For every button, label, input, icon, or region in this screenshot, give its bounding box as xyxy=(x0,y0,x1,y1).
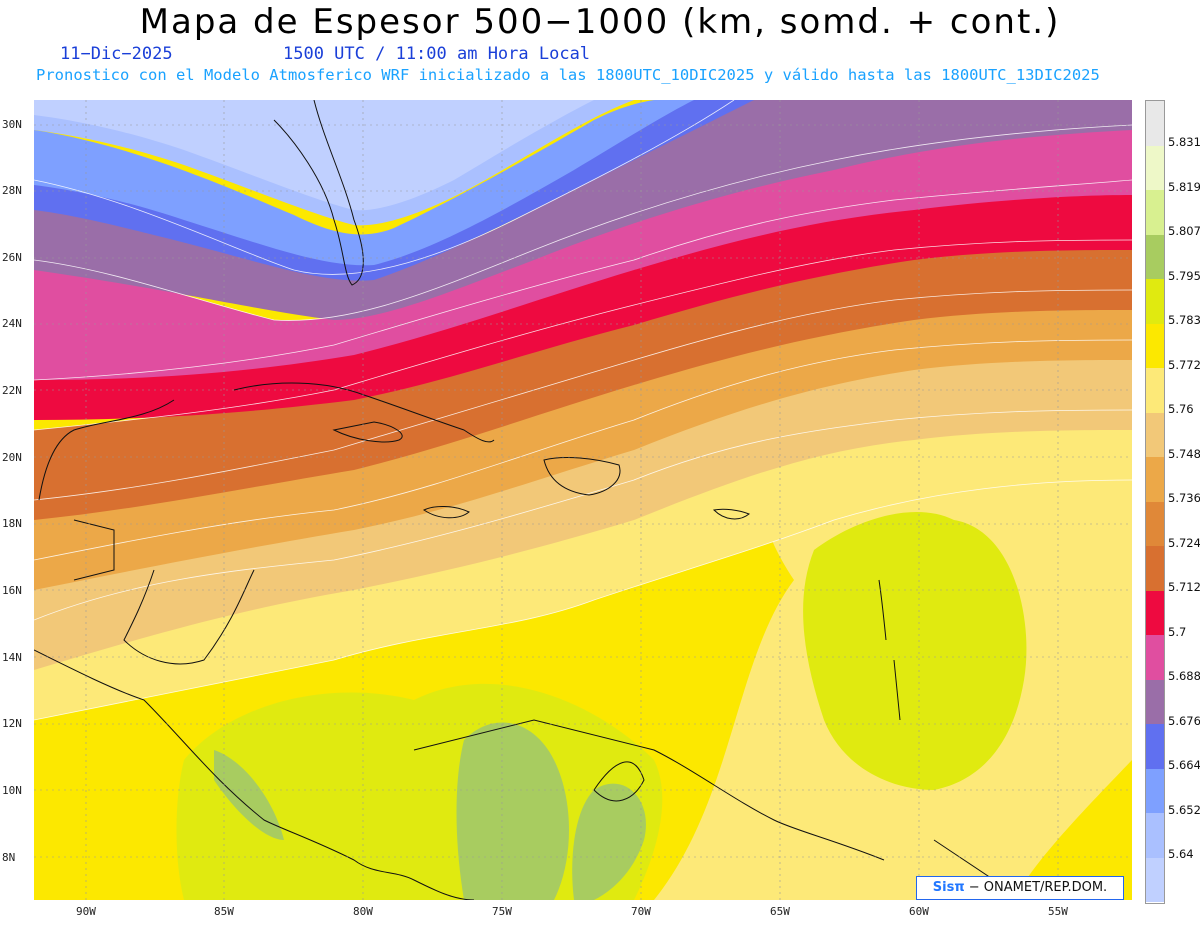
colorbar-swatch xyxy=(1146,635,1164,680)
colorbar-swatch xyxy=(1146,412,1164,457)
colorbar-swatch xyxy=(1146,501,1164,546)
credit-brand: Sisπ xyxy=(932,880,965,895)
colorbar-label: 5.819 xyxy=(1168,180,1200,194)
lat-label-24n: 24N xyxy=(2,317,22,330)
colorbar-swatch xyxy=(1146,813,1164,858)
lat-label-18n: 18N xyxy=(2,517,22,530)
lat-label-26n: 26N xyxy=(2,251,22,264)
lon-label-55w: 55W xyxy=(1048,905,1068,918)
date-label: 11−Dic−2025 xyxy=(60,44,173,64)
colorbar-label: 5.712 xyxy=(1168,580,1200,594)
colorbar-swatch xyxy=(1146,457,1164,502)
colorbar-label: 5.724 xyxy=(1168,536,1200,550)
lat-label-22n: 22N xyxy=(2,384,22,397)
lon-label-75w: 75W xyxy=(492,905,512,918)
colorbar-swatch xyxy=(1146,724,1164,769)
colorbar-label: 5.76 xyxy=(1168,402,1194,416)
colorbar-label: 5.807 xyxy=(1168,224,1200,238)
colorbar-label: 5.688 xyxy=(1168,669,1200,683)
colorbar-label: 5.652 xyxy=(1168,803,1200,817)
lat-label-30n: 30N xyxy=(2,118,22,131)
colorbar-label: 5.664 xyxy=(1168,758,1200,772)
colorbar-swatch xyxy=(1146,145,1164,190)
lon-label-90w: 90W xyxy=(76,905,96,918)
lat-label-8n: 8N xyxy=(2,851,16,864)
colorbar-label: 5.64 xyxy=(1168,847,1194,861)
lat-label-16n: 16N xyxy=(2,584,22,597)
colorbar-swatch xyxy=(1146,590,1164,635)
contour-fill-map xyxy=(34,100,1132,900)
colorbar-label: 5.676 xyxy=(1168,714,1200,728)
colorbar xyxy=(1145,100,1165,904)
colorbar-swatch xyxy=(1146,368,1164,413)
colorbar-label: 5.783 xyxy=(1168,313,1200,327)
lat-label-10n: 10N xyxy=(2,784,22,797)
colorbar-label: 5.736 xyxy=(1168,491,1200,505)
colorbar-swatch xyxy=(1146,190,1164,235)
colorbar-swatch xyxy=(1146,768,1164,813)
lat-label-14n: 14N xyxy=(2,651,22,664)
lat-label-12n: 12N xyxy=(2,717,22,730)
colorbar-label: 5.795 xyxy=(1168,269,1200,283)
lon-label-85w: 85W xyxy=(214,905,234,918)
colorbar-label: 5.831 xyxy=(1168,135,1200,149)
credit-box: Sisπ − ONAMET/REP.DOM. xyxy=(916,876,1124,900)
lon-label-70w: 70W xyxy=(631,905,651,918)
lon-label-80w: 80W xyxy=(353,905,373,918)
colorbar-swatch xyxy=(1146,323,1164,368)
colorbar-label: 5.748 xyxy=(1168,447,1200,461)
lon-label-60w: 60W xyxy=(909,905,929,918)
lon-label-65w: 65W xyxy=(770,905,790,918)
colorbar-label: 5.7 xyxy=(1168,625,1187,639)
lat-label-28n: 28N xyxy=(2,184,22,197)
colorbar-swatch xyxy=(1146,679,1164,724)
colorbar-label: 5.772 xyxy=(1168,358,1200,372)
map-title: Mapa de Espesor 500−1000 (km, somd. + co… xyxy=(139,2,1061,42)
thickness-map xyxy=(34,100,1132,900)
colorbar-swatch xyxy=(1146,546,1164,591)
colorbar-swatch xyxy=(1146,101,1164,146)
lat-label-20n: 20N xyxy=(2,451,22,464)
forecast-line: Pronostico con el Modelo Atmosferico WRF… xyxy=(36,66,1100,84)
time-label: 1500 UTC / 11:00 am Hora Local xyxy=(283,44,591,64)
colorbar-swatch xyxy=(1146,857,1164,902)
colorbar-swatch xyxy=(1146,234,1164,279)
colorbar-swatch xyxy=(1146,279,1164,324)
credit-text: − ONAMET/REP.DOM. xyxy=(964,880,1108,895)
